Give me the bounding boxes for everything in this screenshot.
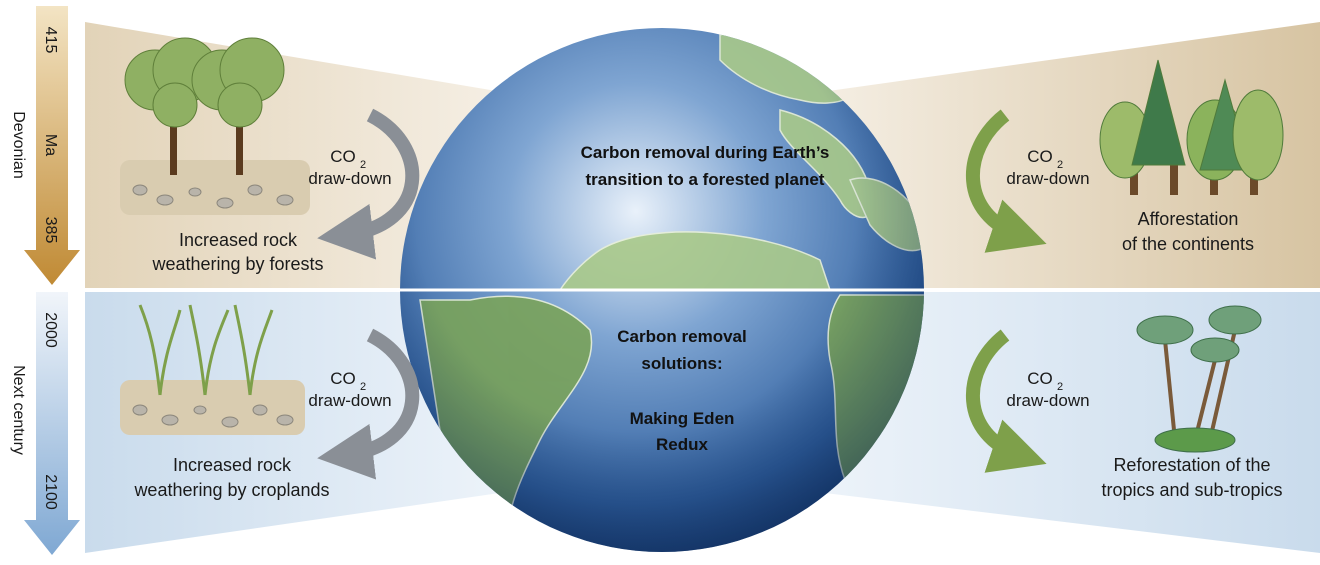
caption: Increased rock (173, 455, 292, 475)
diagram: 415 Ma 385 Devonian 2000 2100 Next centu… (0, 0, 1320, 565)
flux-formula: CO (330, 369, 356, 388)
flux-label: draw-down (1006, 391, 1089, 410)
era-start: 415 (42, 27, 59, 54)
flux-formula: CO (1027, 369, 1053, 388)
era-start: 2000 (42, 312, 59, 348)
center-title: Making Eden (630, 409, 735, 428)
center-title: Carbon removal during Earth’s (581, 143, 830, 162)
flux-formula: CO (1027, 147, 1053, 166)
era-name: Devonian (10, 111, 27, 179)
caption: weathering by croplands (133, 480, 329, 500)
caption: Increased rock (179, 230, 298, 250)
center-title: transition to a forested planet (586, 170, 825, 189)
flux-formula: CO (330, 147, 356, 166)
flux-label: draw-down (308, 169, 391, 188)
era-unit: Ma (42, 134, 59, 156)
center-title: Redux (656, 435, 709, 454)
era-end: 385 (42, 217, 59, 244)
caption: of the continents (1122, 234, 1254, 254)
era-end: 2100 (42, 474, 59, 510)
flux-label: draw-down (308, 391, 391, 410)
flux-label: draw-down (1006, 169, 1089, 188)
caption: weathering by forests (151, 254, 323, 274)
era-name: Next century (10, 365, 27, 455)
center-title: Carbon removal (617, 327, 746, 346)
center-title: solutions: (641, 354, 722, 373)
caption: tropics and sub-tropics (1101, 480, 1282, 500)
caption: Reforestation of the (1113, 455, 1270, 475)
caption: Afforestation (1138, 209, 1239, 229)
